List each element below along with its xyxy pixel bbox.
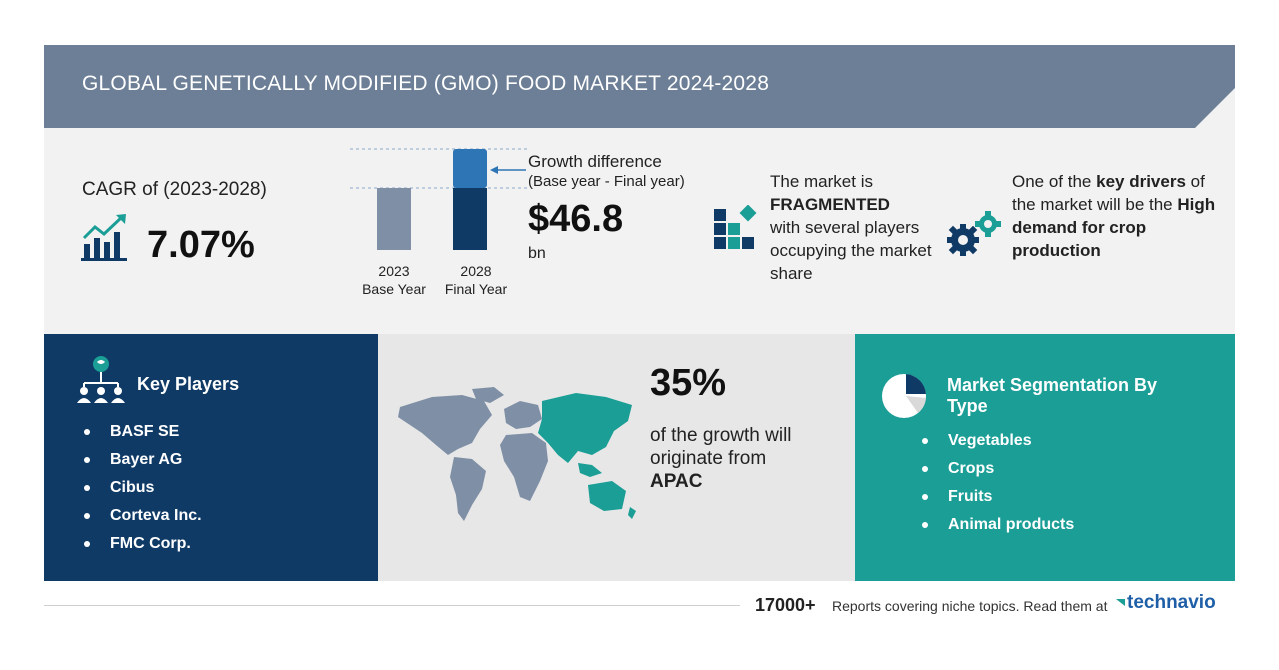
gears-icon (947, 211, 1001, 256)
list-item: Animal products (922, 511, 1074, 539)
blocks-icon (714, 205, 757, 249)
growth-value: $46.8 (528, 198, 624, 240)
footer-report-count: 17000+ (755, 595, 816, 615)
key-players-list: BASF SE Bayer AG Cibus Corteva Inc. FMC … (84, 418, 202, 558)
cagr-label: CAGR of (2023-2028) (82, 179, 267, 200)
list-item: FMC Corp. (84, 530, 202, 558)
list-item: Bayer AG (84, 446, 202, 474)
key-players-title: Key Players (137, 374, 240, 394)
bar-final-year-base (453, 188, 487, 250)
world-map-icon (398, 387, 636, 521)
bar-final-year-growth (453, 149, 487, 188)
header-banner (44, 45, 1235, 128)
drivers-text: One of the key drivers of the market wil… (1012, 172, 1216, 260)
segmentation-list: Vegetables Crops Fruits Animal products (922, 427, 1074, 539)
brand-logo[interactable]: technavio (1116, 592, 1216, 614)
fragmented-text: The market is FRAGMENTED with several pl… (770, 172, 932, 283)
growth-title: Growth difference (528, 152, 662, 171)
network-people-icon (77, 356, 125, 403)
stats-band (44, 128, 1235, 334)
list-item: Fruits (922, 483, 1074, 511)
final-year-label: 2028 Final Year (444, 263, 508, 297)
growth-chart-icon (81, 214, 127, 261)
segmentation-panel (855, 334, 1235, 581)
region-share-value: 35% (650, 362, 727, 404)
list-item: Cibus (84, 474, 202, 502)
bar-base-year (377, 188, 411, 250)
list-item: Corteva Inc. (84, 502, 202, 530)
cagr-value: 7.07% (147, 224, 255, 266)
key-players-panel (44, 334, 378, 581)
base-year-label: 2023 Base Year (362, 263, 426, 297)
page-title: GLOBAL GENETICALLY MODIFIED (GMO) FOOD M… (82, 72, 770, 95)
footer-text: Reports covering niche topics. Read them… (832, 598, 1108, 614)
list-item: BASF SE (84, 418, 202, 446)
brand-name: technavio (1127, 592, 1216, 613)
growth-unit: bn (528, 245, 546, 262)
growth-bars (350, 148, 528, 250)
list-item: Crops (922, 455, 1074, 483)
region-share-text: of the growth will originate from APAC (650, 425, 792, 492)
list-item: Vegetables (922, 427, 1074, 455)
brand-mark-icon (1116, 599, 1125, 607)
footer-divider (44, 605, 740, 606)
pie-chart-icon (882, 374, 926, 418)
header-corner-decoration (1195, 88, 1235, 128)
growth-subtitle: (Base year - Final year) (528, 173, 685, 190)
segmentation-title: Market Segmentation By Type (947, 375, 1158, 416)
